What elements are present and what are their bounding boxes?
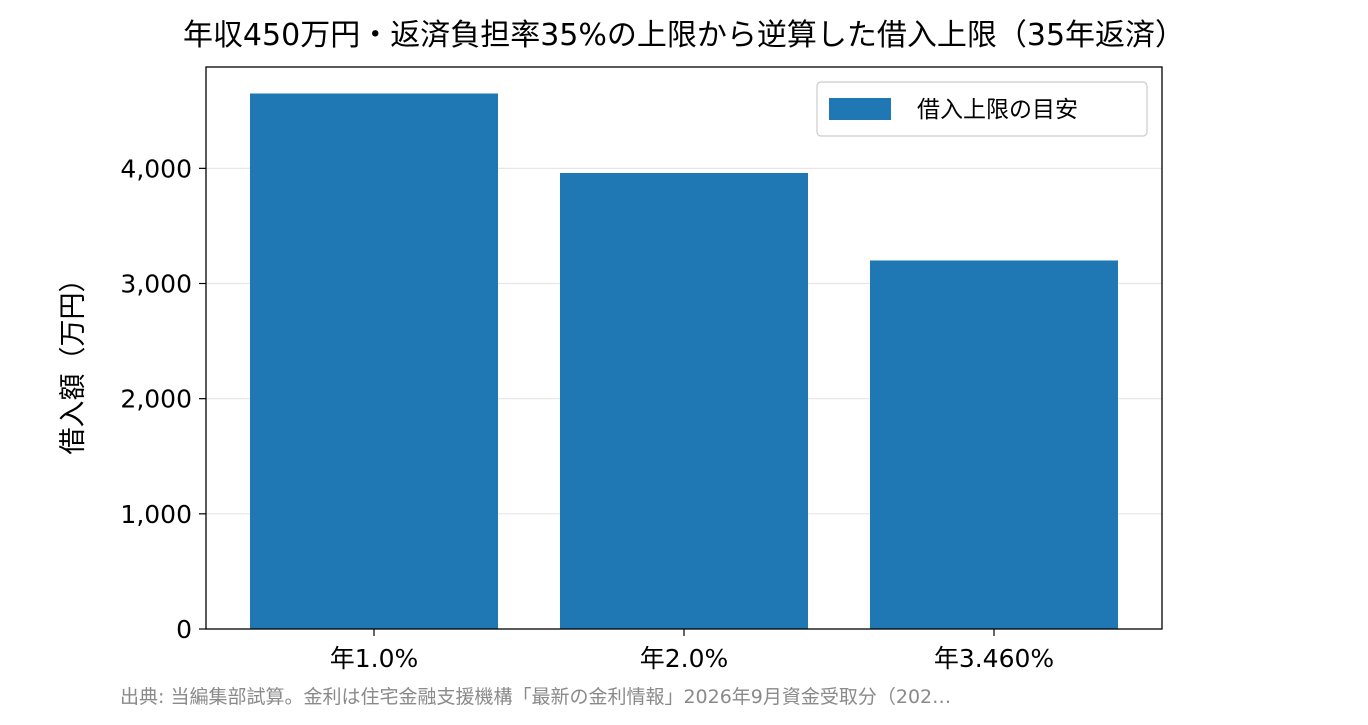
bar (870, 260, 1118, 629)
legend-label: 借入上限の目安 (917, 97, 1078, 123)
chart-title: 年収450万円・返済負担率35%の上限から逆算した借入上限（35年返済） (183, 18, 1185, 53)
y-axis-label: 借入額（万円） (58, 266, 89, 455)
x-tick-label: 年2.0% (640, 644, 729, 673)
plot-frame (205, 66, 1163, 630)
y-tick-label: 0 (176, 615, 192, 644)
y-tick-label: 2,000 (120, 385, 192, 414)
legend-swatch (829, 98, 891, 120)
y-axis-ticks: 0 1,000 2,000 3,000 4,000 (120, 154, 206, 644)
x-tick-label: 年1.0% (330, 644, 419, 673)
y-tick-label: 3,000 (120, 270, 192, 299)
legend-box (816, 81, 1148, 137)
bars (250, 93, 1118, 630)
y-tick-label: 1,000 (120, 500, 192, 529)
x-axis-ticks: 年1.0% 年2.0% 年3.460% (330, 629, 1054, 673)
y-tick-label: 4,000 (120, 154, 192, 183)
source-note: 出典: 当編集部試算。金利は住宅金融支援機構「最新の金利情報」2026年9月資金… (120, 686, 951, 708)
bar (560, 172, 808, 630)
legend: 借入上限の目安 (816, 81, 1148, 137)
x-tick-label: 年3.460% (934, 644, 1054, 673)
bar (250, 93, 498, 630)
